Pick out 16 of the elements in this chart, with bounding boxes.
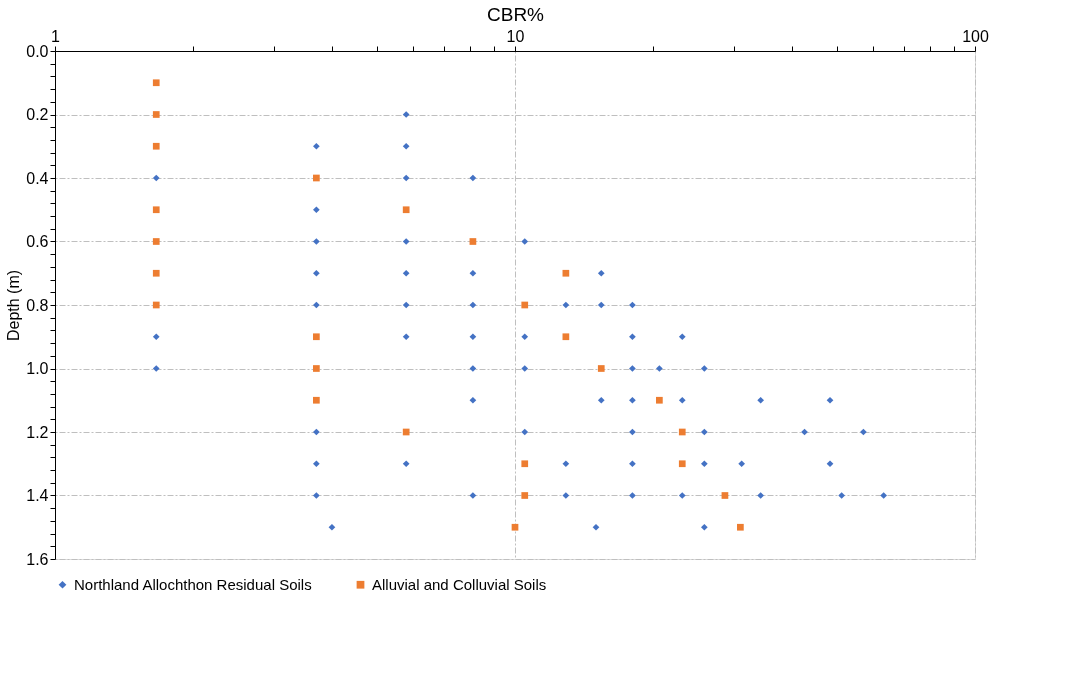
y-tick-label: 0.2 bbox=[26, 106, 49, 123]
y-tick-label: 1.2 bbox=[26, 423, 49, 441]
y-tick-label: 0.0 bbox=[26, 42, 49, 60]
y-axis-title: Depth (m) bbox=[5, 269, 23, 342]
x-axis-title: CBR% bbox=[486, 3, 545, 25]
y-tick-label: 1.6 bbox=[26, 550, 49, 568]
y-tick-label: 0.6 bbox=[26, 233, 49, 250]
y-tick-label: 0.4 bbox=[26, 169, 49, 187]
y-tick-label: 1.4 bbox=[26, 487, 49, 504]
y-tick-label: 0.8 bbox=[26, 296, 49, 314]
legend-label: Alluvial and Colluvial Soils bbox=[372, 575, 547, 593]
x-tick-label: 100 bbox=[962, 27, 989, 45]
x-tick-label: 10 bbox=[506, 27, 525, 45]
legend-label: Northland Allochthon Residual Soils bbox=[74, 575, 312, 593]
y-tick-label: 1.0 bbox=[26, 360, 49, 377]
x-tick-label: 1 bbox=[51, 27, 61, 45]
